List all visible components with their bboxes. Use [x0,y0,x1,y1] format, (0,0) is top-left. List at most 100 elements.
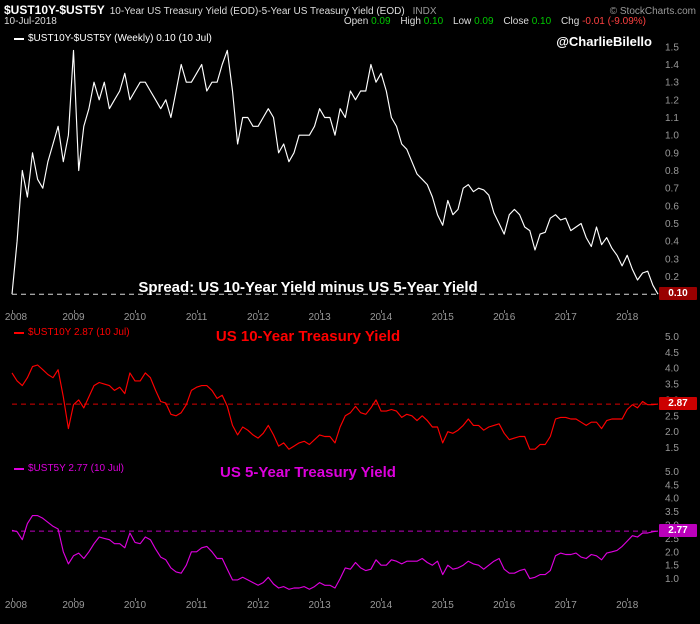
legend-line-icon [14,467,24,470]
y-tick-label: 5.0 [665,467,679,478]
ust5y-price-flag: 2.77 [659,524,697,537]
ust5y-title: US 5-Year Treasury Yield [220,464,396,481]
y-tick-label: 1.5 [665,42,679,53]
spread-series-line [11,49,659,295]
y-tick-label: 1.4 [665,60,679,71]
close-value: 0.10 [531,16,552,27]
year-tick [12,310,13,313]
year-label: 2009 [62,312,85,323]
open-label: Open [343,16,369,27]
spread-chart: 1.5 1.4 1.3 1.2 1.1 1.0 0.9 0.8 0.7 0.6 0.5 0.4 0.3 0… [11,42,679,295]
x-axis-years-top: 2008 2009 2010 2011 2012 2013 2014 2015 2016 2017… [0,310,700,324]
year-label: 2015 [431,600,454,611]
ust10y-price-flag: 2.87 [659,397,697,410]
year-tick [381,310,383,313]
year-label: 2016 [493,312,516,323]
year-tick [565,598,567,601]
close-label: Close [503,16,529,27]
year-label: 2012 [246,312,270,323]
low-value: 0.09 [474,16,494,27]
legend-line-icon [14,331,24,334]
exchange-label: INDX [412,6,437,17]
y-tick-label: 3.5 [665,380,679,391]
y-tick-label: 1.0 [665,574,679,585]
high-label: High [400,16,421,27]
year-label: 2011 [185,600,208,611]
year-tick [442,598,444,601]
ust10y-chart: 5.04.54.03.53.02.52.01.5 [11,332,679,454]
year-label: 2014 [369,600,393,611]
ust5y-chart: 5.04.54.03.53.02.52.01.51.0 [11,467,679,590]
low-label: Low [452,16,472,27]
year-tick [196,310,198,313]
chg-label: Chg [560,16,580,27]
charliebilello-watermark: @CharlieBilello [556,34,652,49]
year-tick [73,598,75,601]
year-tick [258,598,260,601]
year-label: 2013 [308,600,331,611]
year-tick [504,310,506,313]
year-tick [627,598,629,601]
ust5y-panel: 5.04.54.03.53.02.52.01.51.0 $UST5Y 2.77 … [0,460,700,598]
year-label: 2016 [493,600,516,611]
year-label: 2013 [308,312,331,323]
y-tick-label: 0.6 [665,201,679,212]
y-tick-label: 2.0 [665,427,679,438]
y-tick-label: 1.2 [665,95,679,106]
year-label: 2018 [616,312,639,323]
y-tick-label: 0.8 [665,166,679,177]
year-label: 2008 [4,312,28,323]
header-row-1: $UST10Y-$UST5Y 10-Year US Treasury Yield… [0,0,700,17]
y-tick-label: 2.5 [665,411,679,422]
year-tick [196,598,198,601]
y-tick-label: 1.1 [665,113,679,124]
y-tick-label: 5.0 [665,332,679,343]
year-tick [319,598,321,601]
year-tick [442,310,444,313]
ust10y-title: US 10-Year Treasury Yield [215,328,401,345]
spread-price-flag: 0.10 [659,287,697,300]
y-tick-label: 2.0 [665,547,679,558]
year-label: 2017 [554,600,577,611]
y-tick-label: 0.4 [665,237,679,248]
ust5y-legend: $UST5Y 2.77 (10 Jul) [14,463,124,474]
year-tick [381,598,383,601]
year-tick [12,598,13,601]
year-tick [565,310,567,313]
year-label: 2009 [62,600,85,611]
y-tick-label: 0.9 [665,148,679,159]
high-value: 0.10 [423,16,444,27]
chg-value: -0.01 (-9.09%) [582,16,646,27]
spread-legend-label: $UST10Y-$UST5Y (Weekly) 0.10 (10 Jul) [28,33,212,44]
year-tick [319,310,321,313]
stockcharts-copyright: © StockCharts.com [609,6,696,17]
y-tick-label: 0.7 [665,184,679,195]
year-label: 2014 [369,312,393,323]
y-tick-label: 0.2 [665,272,679,283]
y-tick-label: 1.5 [665,443,679,454]
y-tick-label: 4.0 [665,364,679,375]
chart-date: 10-Jul-2018 [4,16,57,27]
year-tick [627,310,629,313]
year-tick [73,310,75,313]
year-label: 2017 [554,312,577,323]
year-tick [504,598,506,601]
x-axis-years-bottom: 2008 2009 2010 2011 2012 2013 2014 2015 2016 2017… [0,598,700,612]
y-tick-label: 1.0 [665,131,679,142]
y-tick-label: 1.5 [665,561,679,572]
y-tick-label: 4.5 [665,348,679,359]
y-tick-label: 1.3 [665,78,679,89]
spread-panel: 1.5 1.4 1.3 1.2 1.1 1.0 0.9 0.8 0.7 0.6 0.5 0.4 0.3 0… [0,30,700,310]
year-label: 2018 [616,600,639,611]
ust10y-panel: 5.04.54.03.53.02.52.01.5 $UST10Y 2.87 (1… [0,324,700,460]
spread-annotation: Spread: US 10-Year Yield minus US 5-Year… [138,279,478,296]
open-value: 0.09 [371,16,391,27]
year-label: 2011 [185,312,208,323]
ust5y-legend-label: $UST5Y 2.77 (10 Jul) [28,463,124,474]
year-tick [135,310,136,313]
year-tick [135,598,136,601]
year-label: 2012 [246,600,270,611]
symbol-description: 10-Year US Treasury Yield (EOD)-5-Year U… [109,6,405,17]
year-label: 2015 [431,312,454,323]
